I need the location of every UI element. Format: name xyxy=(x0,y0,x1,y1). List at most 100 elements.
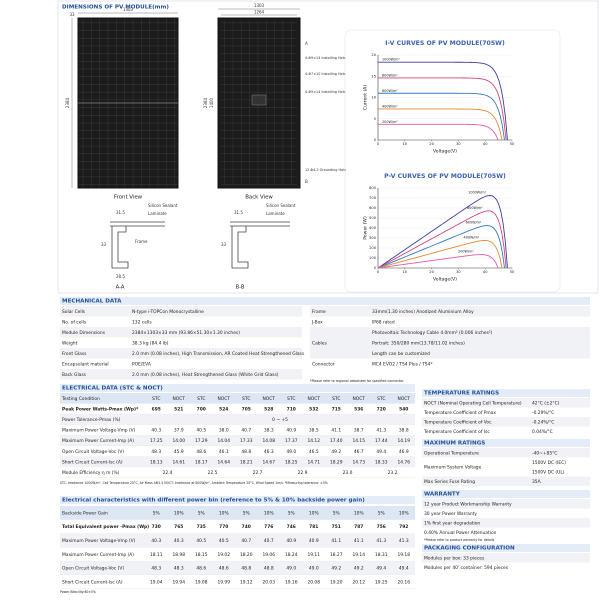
cell: 48.8 xyxy=(264,566,274,572)
row-bg xyxy=(310,358,590,369)
dim-width: 1303 xyxy=(254,3,265,8)
curve-label: 200W/m² xyxy=(382,120,398,124)
cell: 18.11 xyxy=(150,552,163,558)
curve-label: 200W/m² xyxy=(458,250,474,254)
y-tick-label: 400 xyxy=(369,226,377,230)
cell: 49.4 xyxy=(376,449,386,455)
cell: 18.33 xyxy=(375,459,388,465)
row-label: Frame xyxy=(312,309,326,315)
cell: 18.20 xyxy=(240,552,253,558)
row-bg xyxy=(422,417,590,427)
cell: 41.1 xyxy=(354,538,364,544)
cell: 20.03 xyxy=(262,579,275,585)
cell: STC xyxy=(287,396,295,402)
x-tick-label: 10 xyxy=(403,142,408,146)
section-b-drawing xyxy=(230,221,290,269)
cell: 49.0 xyxy=(286,566,296,572)
cell: 792 xyxy=(399,524,408,530)
row-bg xyxy=(60,369,302,380)
curve xyxy=(378,61,508,141)
cell: 787 xyxy=(354,524,363,530)
cell: 10% xyxy=(174,510,184,516)
cell: 17.29 xyxy=(195,438,208,444)
curves-frame xyxy=(344,29,561,293)
dim-length: 2384 xyxy=(203,97,208,108)
section-title: MAXIMUM RATINGS xyxy=(424,441,485,447)
cell: 41.3 xyxy=(376,538,386,544)
row-bg xyxy=(422,553,590,563)
cell: 38.0 xyxy=(219,428,229,434)
chart-title: P-V CURVES OF PV MODULE(705W) xyxy=(384,173,506,180)
cell: 48.8 xyxy=(241,566,251,572)
cell: 19.06 xyxy=(262,552,275,558)
cell: 41.3 xyxy=(399,538,409,544)
row-label: J-Box xyxy=(311,319,323,325)
cell: 19.16 xyxy=(285,579,298,585)
cell: 770 xyxy=(219,524,228,530)
height-dim: 33 xyxy=(221,242,227,247)
cell: 48.3 xyxy=(151,449,161,455)
cell: 5% xyxy=(288,510,295,516)
cell: 781 xyxy=(309,524,318,530)
section-title: Electrical characteristics with differen… xyxy=(62,498,365,504)
row-label: Maximum Power Current-Imp (A) xyxy=(62,552,134,558)
row-bg xyxy=(310,306,590,317)
row-label: Temperature Coefficient of Isc xyxy=(423,429,490,435)
section-title: PACKAGING CONFIGURATION xyxy=(424,546,515,552)
cell: 14.71 xyxy=(307,459,320,465)
row-bg xyxy=(60,337,302,348)
row-bg xyxy=(422,527,590,537)
cell: STC xyxy=(332,396,340,402)
cell: NOCT xyxy=(218,396,231,402)
hole-label: 4-Φ7×10 Installing Hole xyxy=(305,72,346,76)
row-value: POE/EVA xyxy=(132,361,151,367)
junction-box xyxy=(251,94,267,106)
cell: 19.25 xyxy=(375,579,388,585)
row-value: 33mm(1.30 inches) Anodized Aluminium All… xyxy=(372,309,474,315)
row-bg xyxy=(60,506,415,520)
row-label: Power Tolerance-Pmax (%) xyxy=(62,417,121,423)
row-value: Photovoltaic Technology Cable 4.0mm² (0.… xyxy=(372,330,493,336)
row-bg xyxy=(422,562,590,572)
cell: 18.17 xyxy=(195,459,208,465)
curve-label: 1000W/m² xyxy=(468,190,486,194)
cell: 22.5 xyxy=(208,470,218,476)
row-label: Maximum System Voltage xyxy=(424,465,482,471)
row-value: 2384×1303×33 mm (93.86×51.30×1.30 inches… xyxy=(132,330,240,336)
row-label: Front Glass xyxy=(62,351,87,357)
row-bg xyxy=(60,547,415,562)
cell: 19.14 xyxy=(352,552,365,558)
cell: 700 xyxy=(197,406,206,412)
cell: 10% xyxy=(399,510,409,516)
cell: 18.98 xyxy=(172,552,185,558)
row-value: N-type i-TOPCon Monocrystalline xyxy=(132,309,204,315)
row-bg xyxy=(422,448,590,458)
row-label: Testing Condition xyxy=(61,396,100,402)
row-bg xyxy=(60,348,302,359)
cell: 524 xyxy=(219,406,228,412)
section-b-label: B-B xyxy=(236,285,245,291)
packaging-item: Modules per box: 33 pieces xyxy=(424,555,485,561)
row-label: Module Efficiency η m (%) xyxy=(62,470,120,476)
cell: 5% xyxy=(198,510,205,516)
cell: 14.67 xyxy=(262,459,275,465)
curve xyxy=(378,108,503,141)
back-view-label: Back View xyxy=(245,195,273,201)
cell: 10% xyxy=(264,510,274,516)
x-tick-label: 10 xyxy=(403,270,408,274)
x-tick-label: 40 xyxy=(483,270,488,274)
cell: 49.0 xyxy=(309,566,319,572)
row-label: Max Series Fuse Rating xyxy=(424,479,475,485)
chart-title: I-V CURVES OF PV MODULE(705W) xyxy=(385,40,505,47)
row-label: Short Circuit Current-Isc (A) xyxy=(62,579,123,585)
dimensions-title: DIMENSIONS OF PV MODULE(mm) xyxy=(62,5,169,11)
section-title-band xyxy=(60,496,415,504)
cell: 18.31 xyxy=(375,552,388,558)
cell: 23.2 xyxy=(388,470,398,476)
row-value: 1500V DC (IEC) xyxy=(532,460,566,466)
x-tick-label: 0 xyxy=(377,270,380,274)
x-tick-label: 50 xyxy=(510,142,515,146)
row-bg xyxy=(60,561,415,575)
row-bg xyxy=(60,456,415,468)
curve-label: 600W/m² xyxy=(382,89,398,93)
